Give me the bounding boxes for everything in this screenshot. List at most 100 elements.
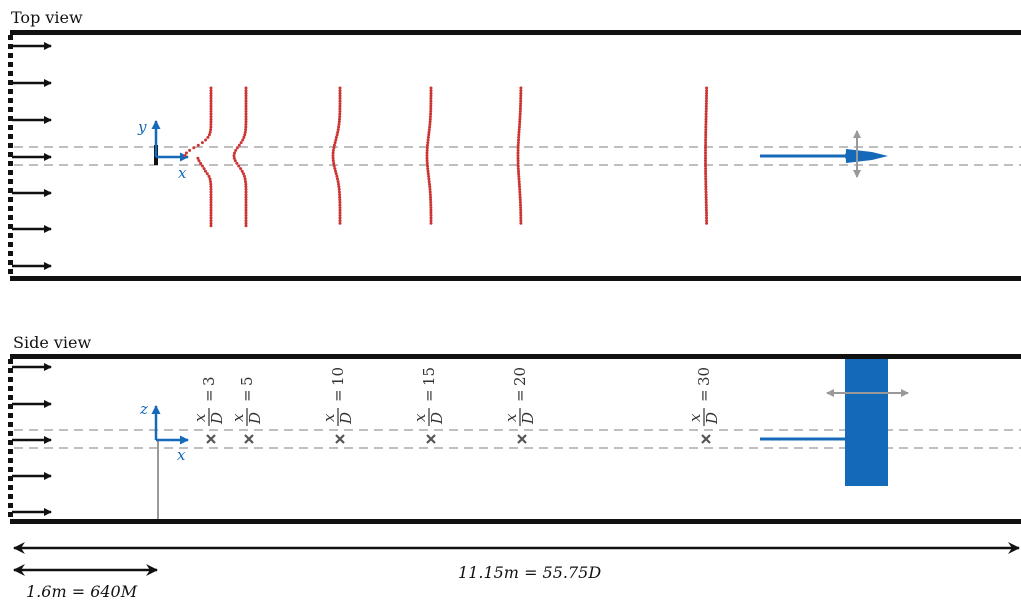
wake-point: [519, 91, 523, 95]
wake-point: [426, 169, 430, 173]
wake-point: [337, 187, 341, 191]
station-numerator: x: [320, 413, 338, 422]
wake-point: [233, 159, 237, 163]
wake-point: [209, 224, 213, 228]
wake-point: [705, 86, 709, 90]
station-denominator: D: [208, 412, 226, 425]
station-cross: [426, 434, 436, 444]
station-label: x D = 15: [411, 367, 446, 426]
wake-point: [426, 143, 429, 147]
wake-point: [209, 206, 213, 210]
wake-point: [209, 182, 213, 186]
wake-point: [237, 143, 241, 147]
wake-point: [426, 135, 430, 139]
wake-point: [243, 133, 247, 137]
wake-point: [429, 96, 433, 100]
wake-point: [704, 107, 708, 111]
wake-point: [243, 177, 247, 181]
wake-point: [429, 107, 433, 111]
wake-point: [244, 120, 248, 124]
wake-point: [338, 91, 342, 95]
wake-point: [331, 156, 335, 160]
wake-point: [519, 96, 523, 100]
station: x D = 15: [411, 367, 446, 444]
wake-point: [243, 174, 246, 178]
wake-point: [519, 216, 523, 220]
top-view-axes: x y: [137, 118, 189, 182]
wake-point: [244, 208, 248, 212]
wake-point: [208, 130, 212, 134]
wake-point: [338, 206, 342, 210]
wake-point: [209, 187, 213, 191]
wake-point: [338, 99, 342, 103]
wake-point: [207, 133, 211, 137]
wake-point: [517, 180, 521, 184]
wake-point: [429, 219, 433, 223]
wake-point: [516, 167, 520, 171]
wake-point: [705, 213, 708, 217]
wake-point: [244, 112, 248, 116]
wake-point: [204, 169, 207, 173]
wake-point: [704, 177, 708, 181]
wake-point: [428, 115, 432, 119]
wake-point: [244, 115, 248, 119]
wake-point: [429, 213, 433, 217]
wake-point: [704, 102, 708, 106]
station-equals: =: [420, 389, 438, 402]
wake-point: [518, 107, 522, 111]
wake-point: [428, 185, 432, 189]
station: x D = 30: [686, 367, 721, 444]
wake-point: [429, 208, 433, 212]
wake-point: [704, 198, 708, 202]
side-view-upper-wall: [10, 354, 1021, 359]
wake-point: [332, 161, 336, 165]
wake-point: [517, 133, 521, 137]
wake-point: [338, 86, 342, 90]
wake-point: [244, 117, 248, 121]
wake-point: [209, 128, 213, 132]
wake-point: [704, 122, 708, 126]
wake-point: [338, 102, 342, 106]
wake-point: [705, 94, 708, 98]
top-view-lower-wall: [10, 276, 1021, 281]
wake-point: [516, 156, 520, 160]
wake-point: [429, 86, 433, 90]
station: x D = 20: [502, 367, 537, 444]
station-value: 3: [200, 376, 218, 386]
wake-point: [704, 206, 708, 210]
wake-point: [425, 146, 429, 150]
wake-profile: [516, 86, 523, 225]
wake-point: [428, 193, 432, 197]
wake-point: [426, 172, 430, 176]
wake-point: [704, 146, 707, 150]
wake-point: [244, 213, 248, 217]
wake-point: [239, 141, 243, 145]
station-cross: [244, 434, 254, 444]
wake-point: [704, 156, 707, 160]
wake-point: [332, 143, 336, 147]
wake-point: [334, 169, 337, 173]
wake-point: [209, 115, 213, 119]
wake-point: [338, 109, 342, 113]
z-axis-label: z: [139, 400, 148, 418]
wake-point: [209, 203, 213, 207]
wake-point: [337, 190, 341, 194]
top-view-panel: Top view x y: [8, 8, 1021, 281]
wake-point: [426, 138, 430, 142]
wake-point: [205, 172, 209, 176]
wake-point: [427, 177, 431, 181]
wake-point: [338, 112, 342, 116]
wake-point: [704, 148, 707, 152]
wake-point: [209, 185, 213, 189]
wake-point: [516, 159, 520, 163]
wake-point: [332, 146, 336, 150]
y-axis-label: y: [137, 118, 147, 136]
wake-point: [427, 180, 431, 184]
station: x D = 3: [191, 376, 226, 444]
wake-point: [336, 180, 340, 184]
wake-point: [518, 198, 522, 202]
wake-point: [202, 167, 206, 171]
wake-point: [209, 96, 213, 100]
side-view-floor: [10, 519, 1021, 524]
